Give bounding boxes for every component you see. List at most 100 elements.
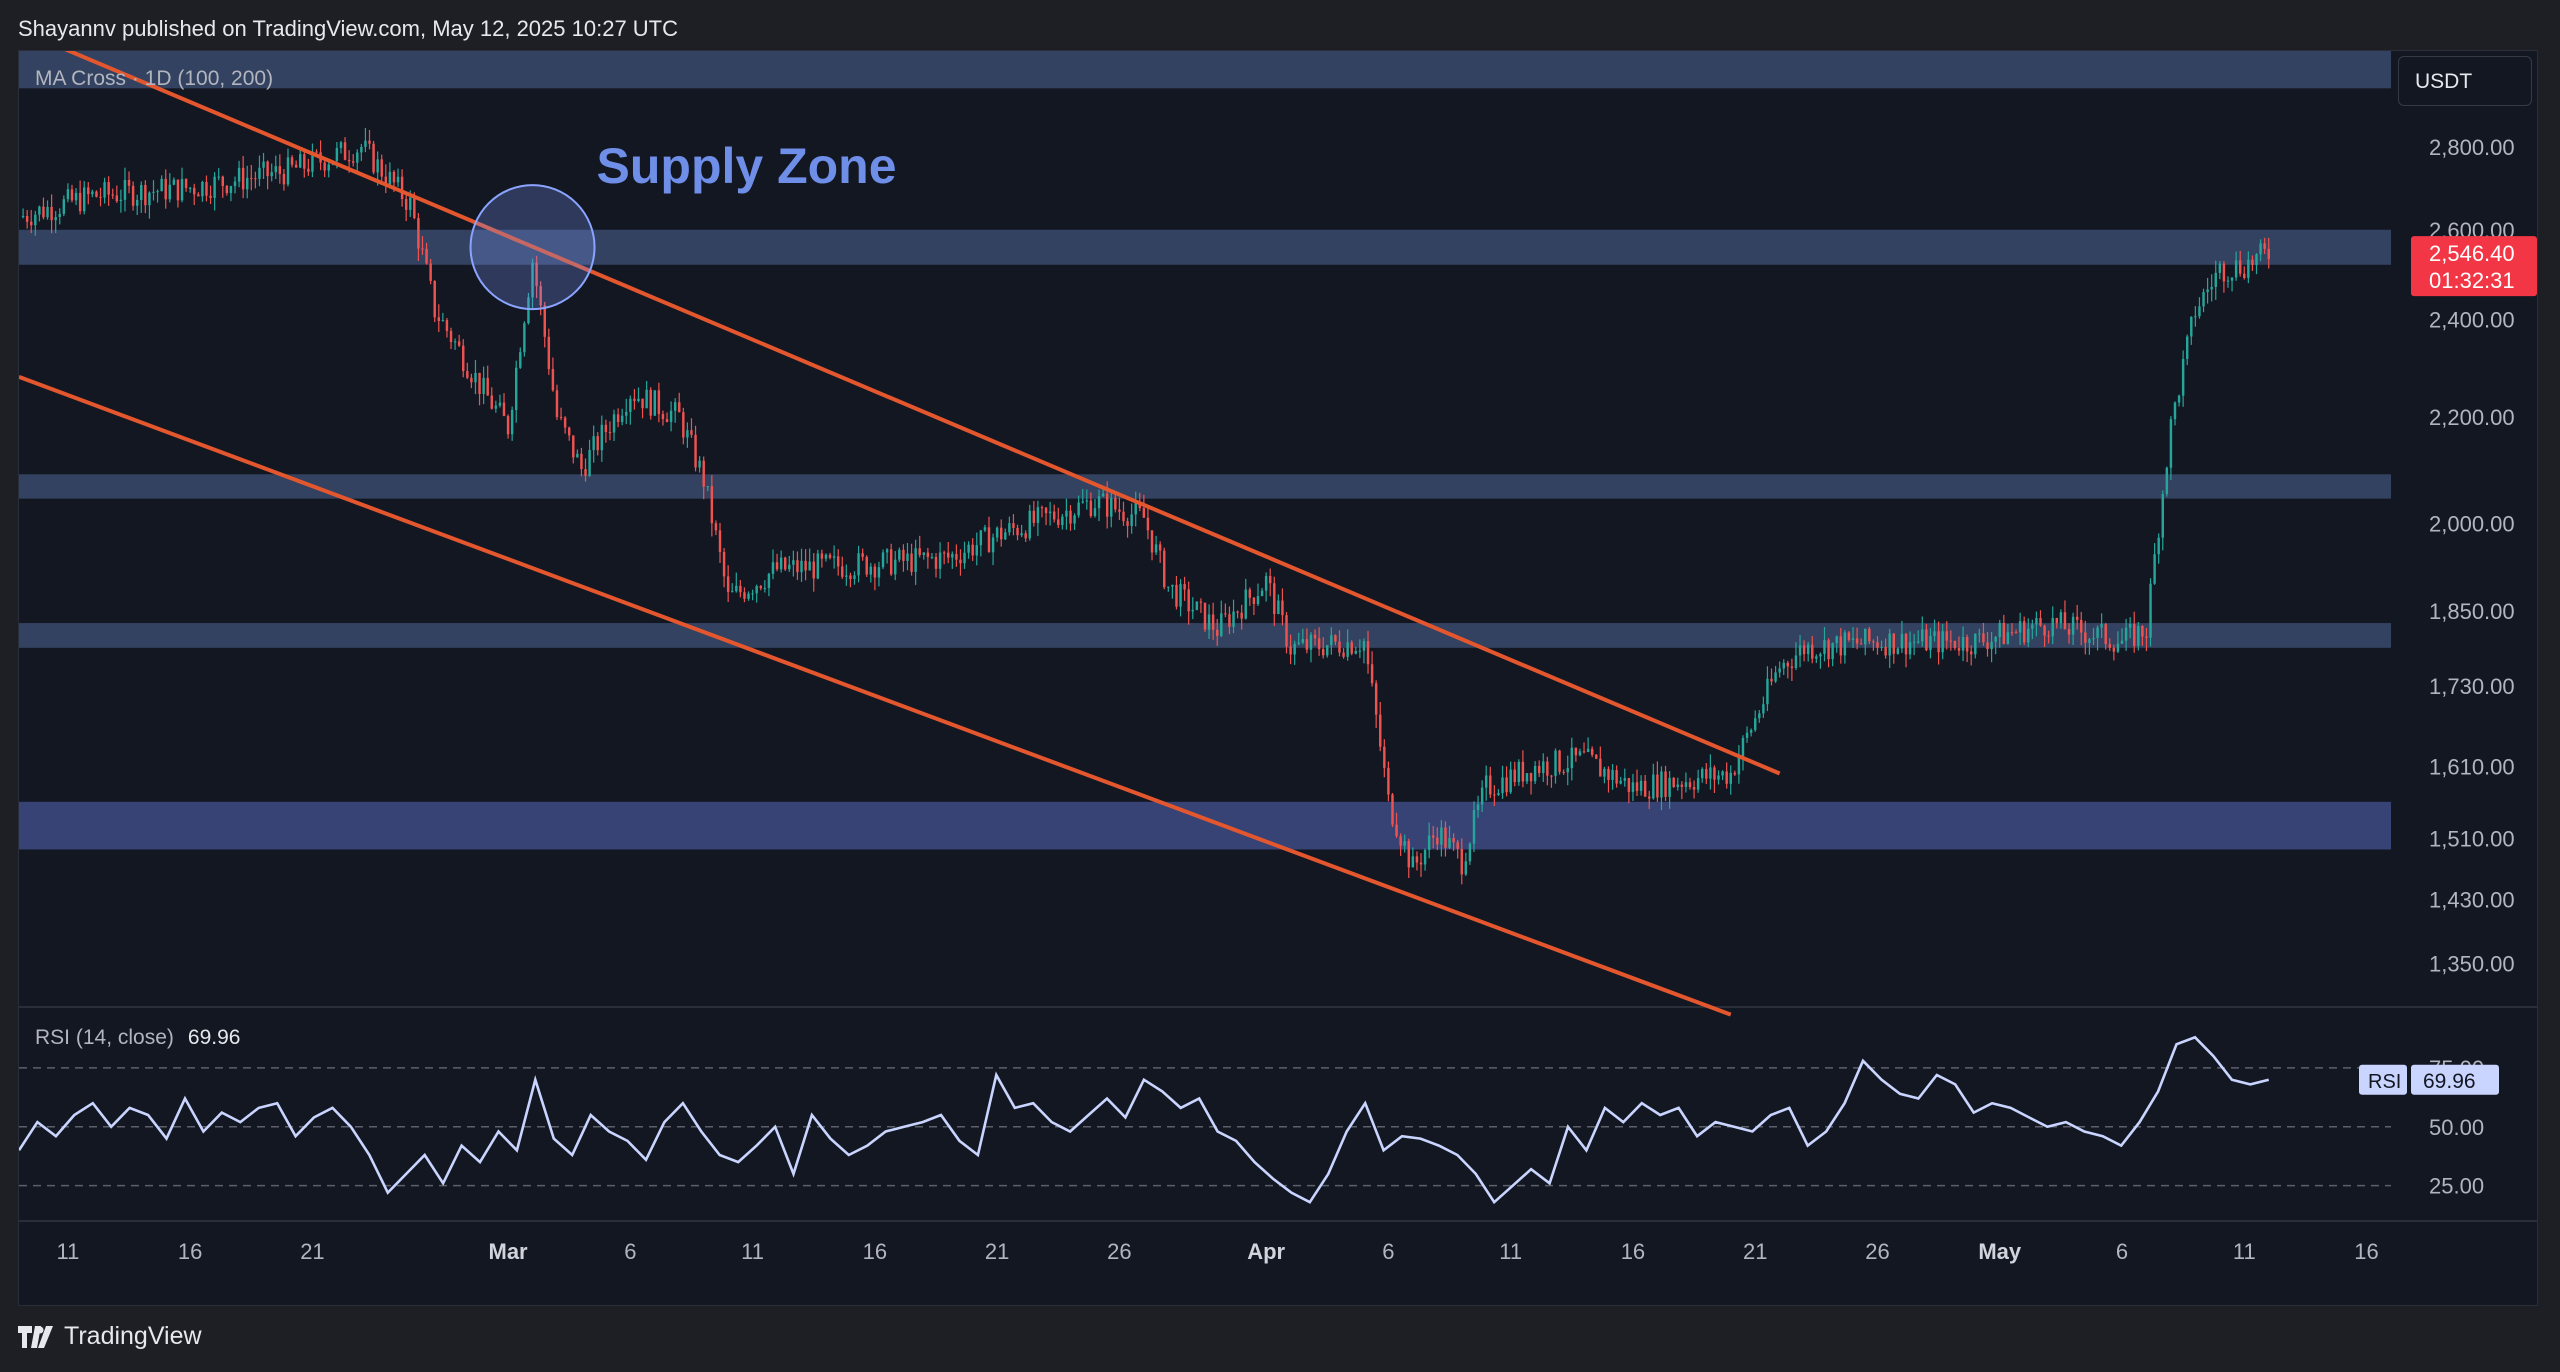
- candle-body: [1635, 782, 1639, 791]
- candle-body: [1354, 650, 1358, 654]
- candle-body: [2063, 612, 2067, 630]
- candle-body: [1611, 770, 1614, 780]
- candle-body: [1110, 497, 1113, 517]
- candle-body: [2027, 628, 2030, 643]
- candle-body: [1737, 757, 1741, 775]
- candle-body: [580, 453, 583, 470]
- candle-body: [1990, 641, 1993, 650]
- candle-body: [229, 186, 233, 194]
- candle-body: [971, 544, 974, 556]
- candle-body: [2014, 632, 2018, 634]
- candle-body: [1717, 775, 1720, 780]
- candle-body: [95, 191, 98, 197]
- candle-body: [168, 184, 172, 200]
- candle-body: [413, 197, 416, 219]
- candle-body: [233, 181, 237, 187]
- candle-body: [1994, 637, 1997, 642]
- candle-body: [1374, 683, 1378, 715]
- candle-body: [1476, 804, 1480, 811]
- candle-body: [1513, 769, 1516, 782]
- candle-body: [1448, 838, 1451, 848]
- time-tick-label: 26: [1107, 1239, 1131, 1264]
- candle-body: [800, 560, 803, 573]
- candle-body: [1183, 584, 1186, 590]
- channel-line: [64, 51, 1781, 776]
- candle-body: [889, 549, 893, 575]
- candle-body: [2141, 625, 2144, 637]
- candle-body: [1407, 841, 1411, 868]
- candle-body: [1521, 761, 1525, 782]
- candle-body: [1664, 771, 1667, 797]
- candle-body: [1831, 642, 1834, 660]
- candle-body: [947, 552, 950, 558]
- candle-body: [462, 345, 465, 372]
- candle-body: [1758, 713, 1761, 719]
- candle-body: [1440, 827, 1443, 845]
- candle-body: [111, 194, 114, 196]
- candle-body: [1358, 650, 1362, 652]
- candle-body: [1917, 641, 1920, 643]
- chart-svg[interactable]: Supply Zone 2,800.002,600.002,400.002,200…: [19, 51, 2537, 1305]
- candle-body: [673, 402, 677, 411]
- candle-body: [2173, 402, 2177, 420]
- candle-body: [1676, 784, 1679, 788]
- candle-body: [351, 161, 355, 163]
- currency-button[interactable]: USDT: [2398, 56, 2532, 106]
- candle-body: [1395, 824, 1398, 837]
- candle-body: [975, 545, 978, 556]
- candle-body: [1643, 780, 1647, 797]
- candle-body: [1436, 837, 1439, 845]
- chart-frame[interactable]: Supply Zone 2,800.00 2,600.00 2,400.00 2,200…: [18, 50, 2538, 1306]
- candle-body: [453, 341, 457, 343]
- candle-body: [804, 560, 807, 571]
- candle-body: [739, 585, 742, 593]
- candle-body: [686, 430, 689, 438]
- candle-body: [1415, 856, 1419, 863]
- candle-body: [523, 323, 526, 353]
- time-tick-label: 26: [1865, 1239, 1889, 1264]
- candle-body: [164, 178, 167, 200]
- candle-body: [1460, 848, 1463, 875]
- candle-body: [906, 553, 909, 561]
- channel-line: [19, 374, 1732, 1017]
- candle-body: [779, 557, 783, 570]
- candle-body: [2031, 624, 2034, 629]
- candle-body: [2035, 618, 2038, 625]
- candle-body: [1048, 511, 1052, 514]
- candle-body: [1688, 782, 1692, 788]
- candle-body: [1806, 644, 1810, 655]
- candle-body: [1888, 633, 1891, 656]
- time-tick-label: 11: [56, 1239, 79, 1264]
- candle-body: [490, 395, 493, 409]
- candle-body: [140, 185, 143, 201]
- candle-body: [368, 140, 371, 144]
- rsi-tag-value-box: [2411, 1064, 2499, 1095]
- candle-body: [1533, 765, 1537, 782]
- candle-body: [600, 424, 604, 451]
- time-tick-label: 11: [741, 1239, 764, 1264]
- candle-body: [2165, 467, 2169, 494]
- candle-body: [2133, 623, 2136, 646]
- candle-body: [963, 552, 966, 564]
- footer-brand-label: TradingView: [64, 1322, 202, 1350]
- candle-body: [661, 413, 665, 420]
- candle-body: [1305, 639, 1309, 650]
- candle-body: [515, 367, 518, 410]
- candle-body: [1986, 642, 1989, 650]
- footer-brand[interactable]: TradingView: [18, 1322, 202, 1351]
- candle-body: [1126, 521, 1129, 527]
- candle-body: [2251, 259, 2254, 266]
- candle-body: [193, 187, 196, 195]
- candle-body: [486, 377, 489, 396]
- candle-body: [1786, 662, 1790, 667]
- candle-body: [1753, 718, 1757, 731]
- candle-body: [2206, 289, 2209, 293]
- candle-body: [690, 430, 693, 435]
- candle-body: [1277, 600, 1280, 614]
- price-tick-label: 2,800.00: [2429, 135, 2515, 160]
- candle-body: [1554, 750, 1557, 776]
- candle-body: [572, 435, 575, 458]
- candle-body: [1309, 634, 1313, 650]
- candle-body: [563, 417, 567, 428]
- candle-body: [2185, 336, 2189, 359]
